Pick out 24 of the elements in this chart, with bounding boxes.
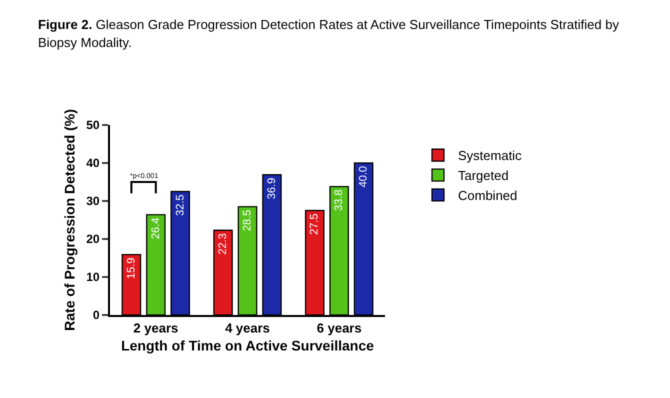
legend-label: Targeted (458, 168, 509, 184)
text: 32.5 (174, 194, 186, 216)
legend-label: Systematic (458, 148, 522, 164)
y-tick-label: 30 (86, 194, 100, 208)
y-tick-label: 50 (86, 118, 100, 132)
text: 36.9 (266, 178, 278, 200)
text: 27.5 (308, 214, 321, 235)
x-tick-label: 4 years (225, 320, 270, 336)
text: 26.4 (150, 218, 162, 240)
text: 40.0 (358, 166, 370, 188)
x-axis-title: Length of Time on Active Surveillance (121, 337, 374, 354)
legend-label: Combined (458, 188, 518, 204)
y-tick-label: 10 (86, 270, 100, 284)
text: 22.3 (217, 233, 230, 255)
x-tick-label: 2 years (133, 320, 178, 336)
x-tick-label: 6 years (316, 320, 362, 336)
chart-title: Figure 2. Gleason Grade Progression Detection Rates at Active Surveillance Timepoints Stratified by Biopsy Modality. (38, 16, 620, 52)
y-tick-label: 20 (86, 232, 100, 246)
y-axis-title: Rate of Progression Detected (%) (61, 109, 78, 331)
text: 33.8 (333, 190, 346, 211)
text: 15.9 (125, 258, 138, 279)
y-tick-label: 40 (86, 156, 100, 170)
text: 28.5 (242, 210, 254, 232)
y-tick-label: 0 (92, 308, 100, 322)
